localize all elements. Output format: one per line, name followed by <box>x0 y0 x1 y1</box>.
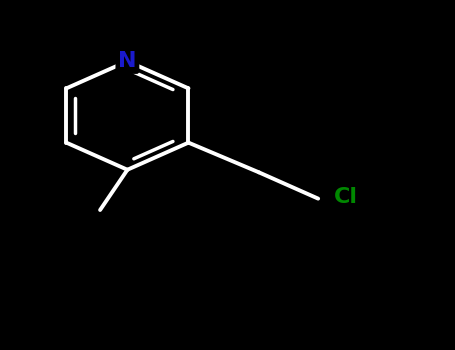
Text: Cl: Cl <box>334 187 358 207</box>
Text: N: N <box>118 51 136 71</box>
